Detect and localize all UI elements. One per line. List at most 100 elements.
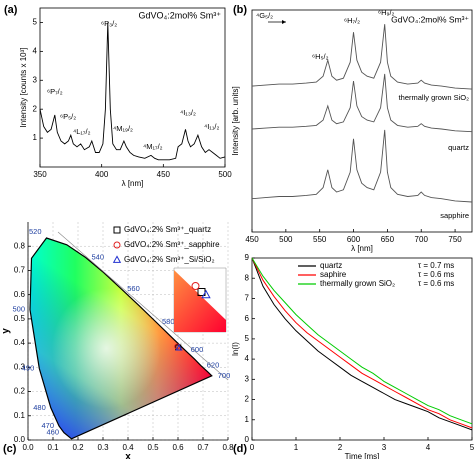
legend-marker (113, 241, 121, 249)
x-tick-label: 600 (347, 235, 361, 244)
y-tick-label: 2 (33, 104, 38, 113)
zoom-line (57, 231, 229, 381)
wavelength-label: 480 (33, 403, 46, 412)
x-tick-label: 0.1 (47, 443, 59, 452)
y-tick-label: 0 (245, 435, 250, 444)
x-axis-title: λ [nm] (122, 179, 144, 188)
plot-frame (251, 257, 473, 441)
data-line (251, 257, 473, 425)
annotation: ⁴L₁₇/₂ (73, 127, 91, 136)
wavelength-label: 700 (218, 371, 231, 380)
plot-frame (39, 7, 226, 168)
data-point (175, 343, 183, 351)
wavelength-label: 560 (127, 284, 140, 293)
x-tick-label: 400 (95, 170, 109, 179)
wavelength-label: 470 (41, 421, 54, 430)
x-axis-title: x (125, 452, 131, 459)
x-tick-label: 450 (245, 235, 259, 244)
series-label: sapphire (440, 211, 469, 220)
legend-label: quartz (320, 261, 342, 270)
wavelength-label: 520 (29, 227, 42, 236)
y-tick-label: 0.4 (14, 338, 26, 347)
y-tick-label: 0.1 (14, 411, 26, 420)
x-tick-label: 0.3 (97, 443, 109, 452)
y-tick-label: 0.3 (14, 362, 26, 371)
y-tick-label: 5 (33, 18, 38, 27)
x-tick-label: 0.6 (172, 443, 184, 452)
y-tick-label: 0.5 (14, 314, 26, 323)
y-tick-label: 1 (33, 133, 38, 142)
y-tick-label: 7 (245, 294, 250, 303)
inset-fill (174, 270, 226, 332)
inset-point (201, 289, 211, 299)
y-axis-title: Intensity [arb. units] (231, 86, 240, 155)
chart-title: GdVO₄:2mol% Sm³⁺ (391, 14, 469, 24)
legend-label: GdVO₄:2% Sm³⁺_Si/SiO₂ (124, 255, 215, 264)
gamut-fill (30, 238, 212, 439)
annotation: ⁴I₁₃/₂ (180, 108, 196, 117)
legend-tau: τ = 0.6 ms (418, 270, 454, 279)
wavelength-label: 580 (162, 317, 175, 326)
annotation: ⁶P₅/₂ (60, 112, 76, 121)
legend-label: thermally grown SiO₂ (320, 279, 395, 288)
x-tick-label: 0.0 (22, 443, 34, 452)
x-tick-label: 3 (382, 443, 387, 452)
panel-a: (a) 350 400 450 500 1 2 3 4 5 λ [nm] Intensity [cou… (4, 4, 232, 188)
wavelength-label: 490 (22, 364, 35, 373)
x-tick-label: 5 (470, 443, 474, 452)
legend-marker (113, 226, 121, 234)
legend-marker (112, 255, 122, 263)
arrow-head (282, 20, 286, 24)
data-line (251, 24, 473, 90)
y-tick-label: 3 (33, 75, 38, 84)
x-tick-label: 4 (426, 443, 431, 452)
y-tick-label: 5 (245, 334, 250, 343)
y-axis-title: Intensity [counts x 10³] (19, 47, 28, 127)
legend-tau: τ = 0.7 ms (418, 261, 454, 270)
annotation: ⁶P₃/₂ (101, 19, 117, 28)
series-label: quartz (448, 143, 469, 152)
x-tick-label: 0.7 (197, 443, 209, 452)
data-line (251, 73, 473, 133)
y-tick-label: 2 (245, 395, 250, 404)
x-tick-label: 0.2 (72, 443, 84, 452)
y-axis-title: y (1, 328, 12, 334)
wavelength-label: 460 (46, 428, 59, 437)
y-tick-label: 8 (245, 273, 250, 282)
legend-label: GdVO₄:2% Sm³⁺_quartz (124, 225, 211, 234)
x-tick-label: 1 (294, 443, 299, 452)
wavelength-label: 540 (92, 252, 105, 261)
wavelength-label: 620 (207, 360, 220, 369)
y-tick-label: 4 (33, 46, 38, 55)
data-line (251, 257, 473, 431)
chart-title: GdVO₄:2mol% Sm³⁺ (139, 10, 222, 20)
y-tick-label: 0.6 (14, 290, 26, 299)
panel-label: (c) (3, 443, 17, 455)
y-tick-label: 1 (245, 415, 250, 424)
panel-c: (c) 0.0 0.1 0.2 0.3 0.4 0.5 0.6 0.7 0.80.00.10.20… (1, 222, 234, 459)
y-tick-label: 3 (245, 374, 250, 383)
annotation: ⁶H₇/₂ (344, 16, 360, 25)
x-tick-label: 550 (313, 235, 327, 244)
y-tick-label: 0.0 (14, 435, 26, 444)
annotation: ⁶H₉/₂ (378, 8, 395, 17)
y-tick-label: 6 (245, 314, 250, 323)
data-line (251, 129, 473, 203)
data-line (251, 257, 473, 429)
series-label: thermally grown SiO₂ (399, 93, 470, 102)
annotation: ⁴G₅/₂ (256, 11, 273, 20)
y-axis-title: ln(I) (231, 342, 240, 356)
y-tick-label: 9 (245, 253, 250, 262)
wavelength-label: 600 (191, 345, 204, 354)
x-tick-label: 750 (448, 235, 462, 244)
x-tick-label: 0.5 (147, 443, 159, 452)
legend-label: saphire (320, 270, 347, 279)
plot-frame (251, 9, 473, 233)
y-tick-label: 0.2 (14, 387, 26, 396)
x-tick-label: 650 (381, 235, 395, 244)
wavelength-label: 500 (12, 305, 25, 314)
y-tick-label: 4 (245, 354, 250, 363)
x-tick-label: 0.8 (222, 443, 234, 452)
annotation: ⁴I₁₁/₂ (204, 122, 219, 131)
